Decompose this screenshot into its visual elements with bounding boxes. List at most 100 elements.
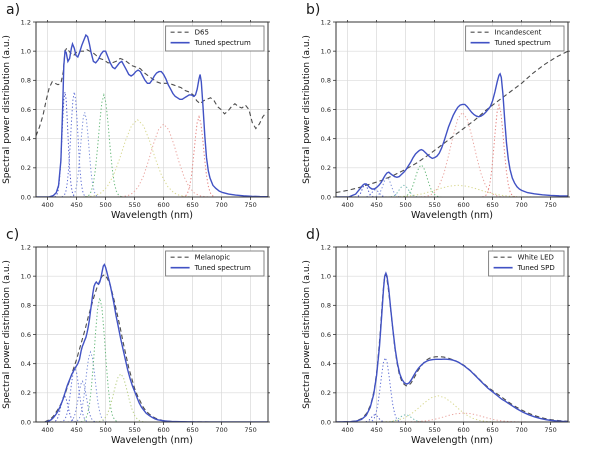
legend-box (165, 250, 265, 277)
axis-ticks (33, 245, 270, 425)
x-tick-label: 650 (186, 201, 198, 209)
tick-labels: 400 450 500 550 600 650 700 750 0.0 0.2 0.4 0.6 0.8 1… (21, 243, 257, 434)
tick-labels: 400 450 500 550 600 650 700 750 0.0 0.2 0.4 0.6 0.8 1… (321, 243, 557, 434)
x-tick-label: 450 (370, 201, 382, 209)
chart-c: 400 450 500 550 600 650 700 750 0.0 0.2 0.4 0.6 0.8 1… (2, 243, 270, 446)
x-tick-label: 700 (515, 201, 527, 209)
y-tick-label: 0.0 (21, 193, 31, 201)
legend-label: D65 (195, 29, 209, 37)
legend-label: White LED (518, 254, 554, 262)
x-tick-label: 500 (99, 201, 111, 209)
component-curve (182, 115, 216, 197)
tick-labels: 400 450 500 550 600 650 700 750 0.0 0.2 0.4 0.6 0.8 1… (321, 18, 557, 209)
x-tick-label: 450 (70, 201, 82, 209)
legend-label: Tuned SPD (517, 264, 555, 272)
plot-area (44, 263, 268, 422)
chart-a: 400 450 500 550 600 650 700 750 0.0 0.2 0.4 0.6 0.8 1… (2, 18, 270, 221)
component-curve (61, 91, 88, 197)
axis-ticks (333, 245, 570, 425)
component-curve (67, 380, 98, 422)
y-tick-label: 1.0 (321, 47, 331, 55)
component-curve (85, 92, 123, 197)
x-axis-label: Wavelength (nm) (411, 210, 493, 221)
component-curve (69, 112, 100, 197)
y-tick-label: 0.0 (321, 193, 331, 201)
plot-area (36, 33, 268, 197)
y-tick-label: 0.2 (321, 389, 331, 397)
component-curve (80, 297, 119, 422)
x-tick-label: 400 (41, 426, 53, 434)
y-tick-label: 0.8 (21, 77, 31, 85)
legend-label: Tuned spectrum (194, 39, 251, 47)
x-tick-label: 550 (128, 426, 140, 434)
x-tick-label: 750 (544, 201, 556, 209)
x-tick-label: 400 (341, 201, 353, 209)
x-tick-label: 550 (128, 201, 140, 209)
y-tick-label: 0.6 (321, 331, 331, 339)
axis-ticks (333, 20, 570, 200)
y-tick-label: 0.8 (321, 77, 331, 85)
y-axis-label: Spectral power distribution (a.u.) (302, 260, 312, 409)
chart-d: 400 450 500 550 600 650 700 750 0.0 0.2 0.4 0.6 0.8 1… (302, 243, 570, 446)
axis-ticks (33, 20, 270, 200)
component-curve (482, 103, 516, 197)
series-d65 (36, 47, 267, 137)
legend-box (465, 25, 565, 52)
y-tick-label: 0.6 (21, 331, 31, 339)
y-tick-label: 0.6 (321, 106, 331, 114)
panel-label-c: c) (6, 227, 20, 243)
panel-label-a: a) (6, 2, 21, 18)
y-tick-label: 0.4 (321, 360, 331, 368)
component-curve (375, 395, 501, 422)
x-tick-label: 600 (157, 426, 169, 434)
series-white-led (336, 273, 568, 422)
series-tuned-spectrum (336, 72, 568, 197)
component-curve (400, 164, 443, 197)
x-tick-label: 500 (399, 201, 411, 209)
panel-b: b) 400 450 500 550 600 650 700 750 0.0 0.2 0.4 0.6 0… (300, 0, 600, 225)
legend-box (488, 250, 565, 277)
component-curve (387, 184, 421, 197)
y-tick-label: 1.2 (321, 243, 331, 251)
y-tick-label: 0.2 (21, 164, 31, 172)
x-tick-label: 500 (399, 426, 411, 434)
y-tick-label: 0.4 (21, 360, 31, 368)
x-axis-label: Wavelength (nm) (111, 210, 193, 221)
x-tick-label: 450 (70, 426, 82, 434)
x-tick-label: 700 (215, 426, 227, 434)
series-tuned-spectrum (36, 33, 268, 197)
legend-label: Melanopic (195, 254, 231, 262)
panel-label-b: b) (306, 2, 321, 18)
x-tick-label: 500 (99, 426, 111, 434)
component-curve (51, 394, 77, 422)
y-tick-label: 1.0 (21, 272, 31, 280)
y-tick-label: 0.0 (21, 418, 31, 426)
panel-label-d: d) (306, 227, 321, 243)
x-tick-label: 400 (341, 426, 353, 434)
y-axis-label: Spectral power distribution (a.u.) (2, 260, 12, 409)
x-tick-label: 450 (370, 426, 382, 434)
component-curve (83, 118, 193, 197)
component-curve (378, 184, 538, 197)
component-curve (368, 356, 403, 422)
y-tick-label: 0.6 (21, 106, 31, 114)
plot-area (336, 50, 568, 197)
x-tick-label: 700 (215, 201, 227, 209)
x-tick-label: 750 (244, 426, 256, 434)
x-tick-label: 550 (428, 426, 440, 434)
x-tick-label: 600 (457, 426, 469, 434)
legend-label: Tuned spectrum (494, 39, 551, 47)
chart-b: 400 450 500 550 600 650 700 750 0.0 0.2 0.4 0.6 0.8 1… (302, 18, 570, 221)
y-tick-label: 1.0 (321, 272, 331, 280)
legend-box (165, 25, 265, 52)
component-curve (362, 189, 388, 197)
y-tick-label: 1.0 (21, 47, 31, 55)
x-tick-label: 600 (157, 201, 169, 209)
series-melanopic (44, 273, 268, 422)
component-curve (354, 183, 376, 197)
x-tick-label: 650 (186, 426, 198, 434)
x-tick-label: 650 (486, 201, 498, 209)
y-axis-label: Spectral power distribution (a.u.) (302, 35, 312, 184)
series-tuned-spectrum (45, 263, 268, 422)
component-curve (95, 373, 147, 422)
